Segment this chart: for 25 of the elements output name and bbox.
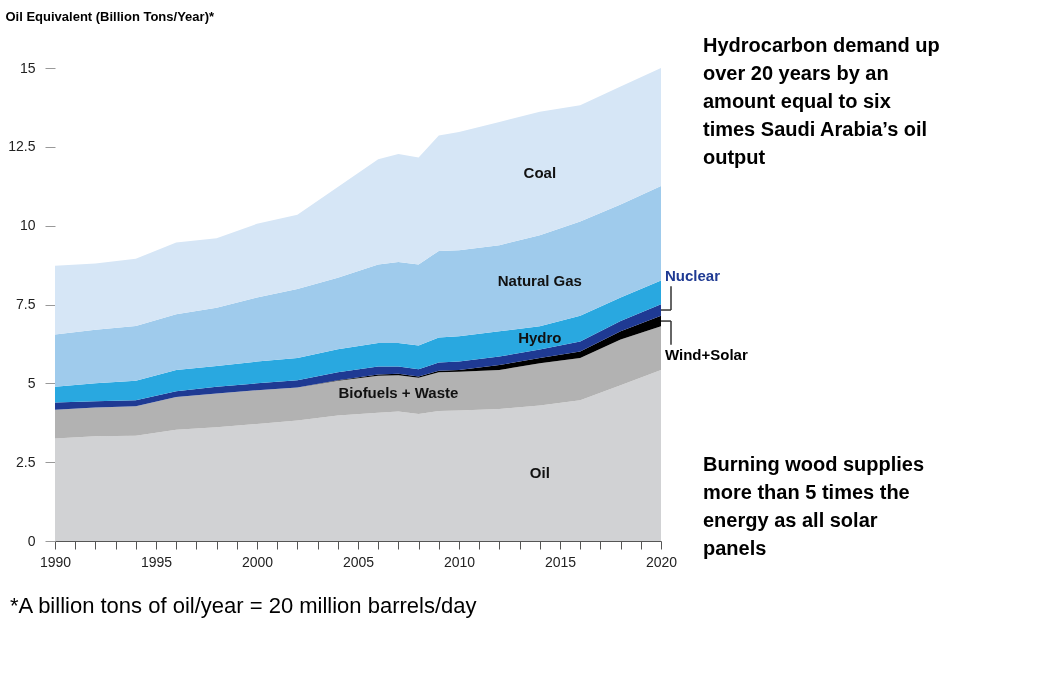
x-tick-label: 2010 xyxy=(443,553,476,570)
x-tick-label: 1990 xyxy=(39,553,72,570)
series-label: Coal xyxy=(523,164,557,182)
series-label: Oil xyxy=(529,464,550,482)
series-label: Hydro xyxy=(518,328,562,346)
y-tick-label: 12.5 xyxy=(8,138,36,155)
series-label: Natural Gas xyxy=(497,271,582,289)
y-axis-title: Oil Equivalent (Billion Tons/Year)* xyxy=(5,8,215,24)
y-tick-label: 7.5 xyxy=(16,296,36,312)
text: Hydrocarbon demand up over 20 years by an amount equal to six times Saudi Arabia’s oil output xyxy=(703,34,940,168)
x-tick-label: 2015 xyxy=(544,553,577,570)
x-tick-label: 2000 xyxy=(241,553,274,570)
y-tick-label: 15 xyxy=(19,59,36,76)
series-label: Nuclear xyxy=(665,267,721,285)
series-label: Biofuels + Waste xyxy=(338,384,459,402)
series-label: Wind+Solar xyxy=(665,345,748,363)
x-tick-label: 1995 xyxy=(140,553,173,570)
x-tick-label: 2005 xyxy=(342,553,375,570)
x-tick-label: 2020 xyxy=(645,553,678,570)
text: Burning wood supplies more than 5 times the energy as all solar panels xyxy=(703,453,925,559)
y-tick-label: 2.5 xyxy=(16,453,36,470)
y-tick-label: 5 xyxy=(27,374,36,391)
y-tick-label: 0 xyxy=(27,532,36,549)
text: *A billion tons of oil/year = 20 million barrels/day xyxy=(10,593,477,618)
y-tick-label: 10 xyxy=(19,217,36,234)
